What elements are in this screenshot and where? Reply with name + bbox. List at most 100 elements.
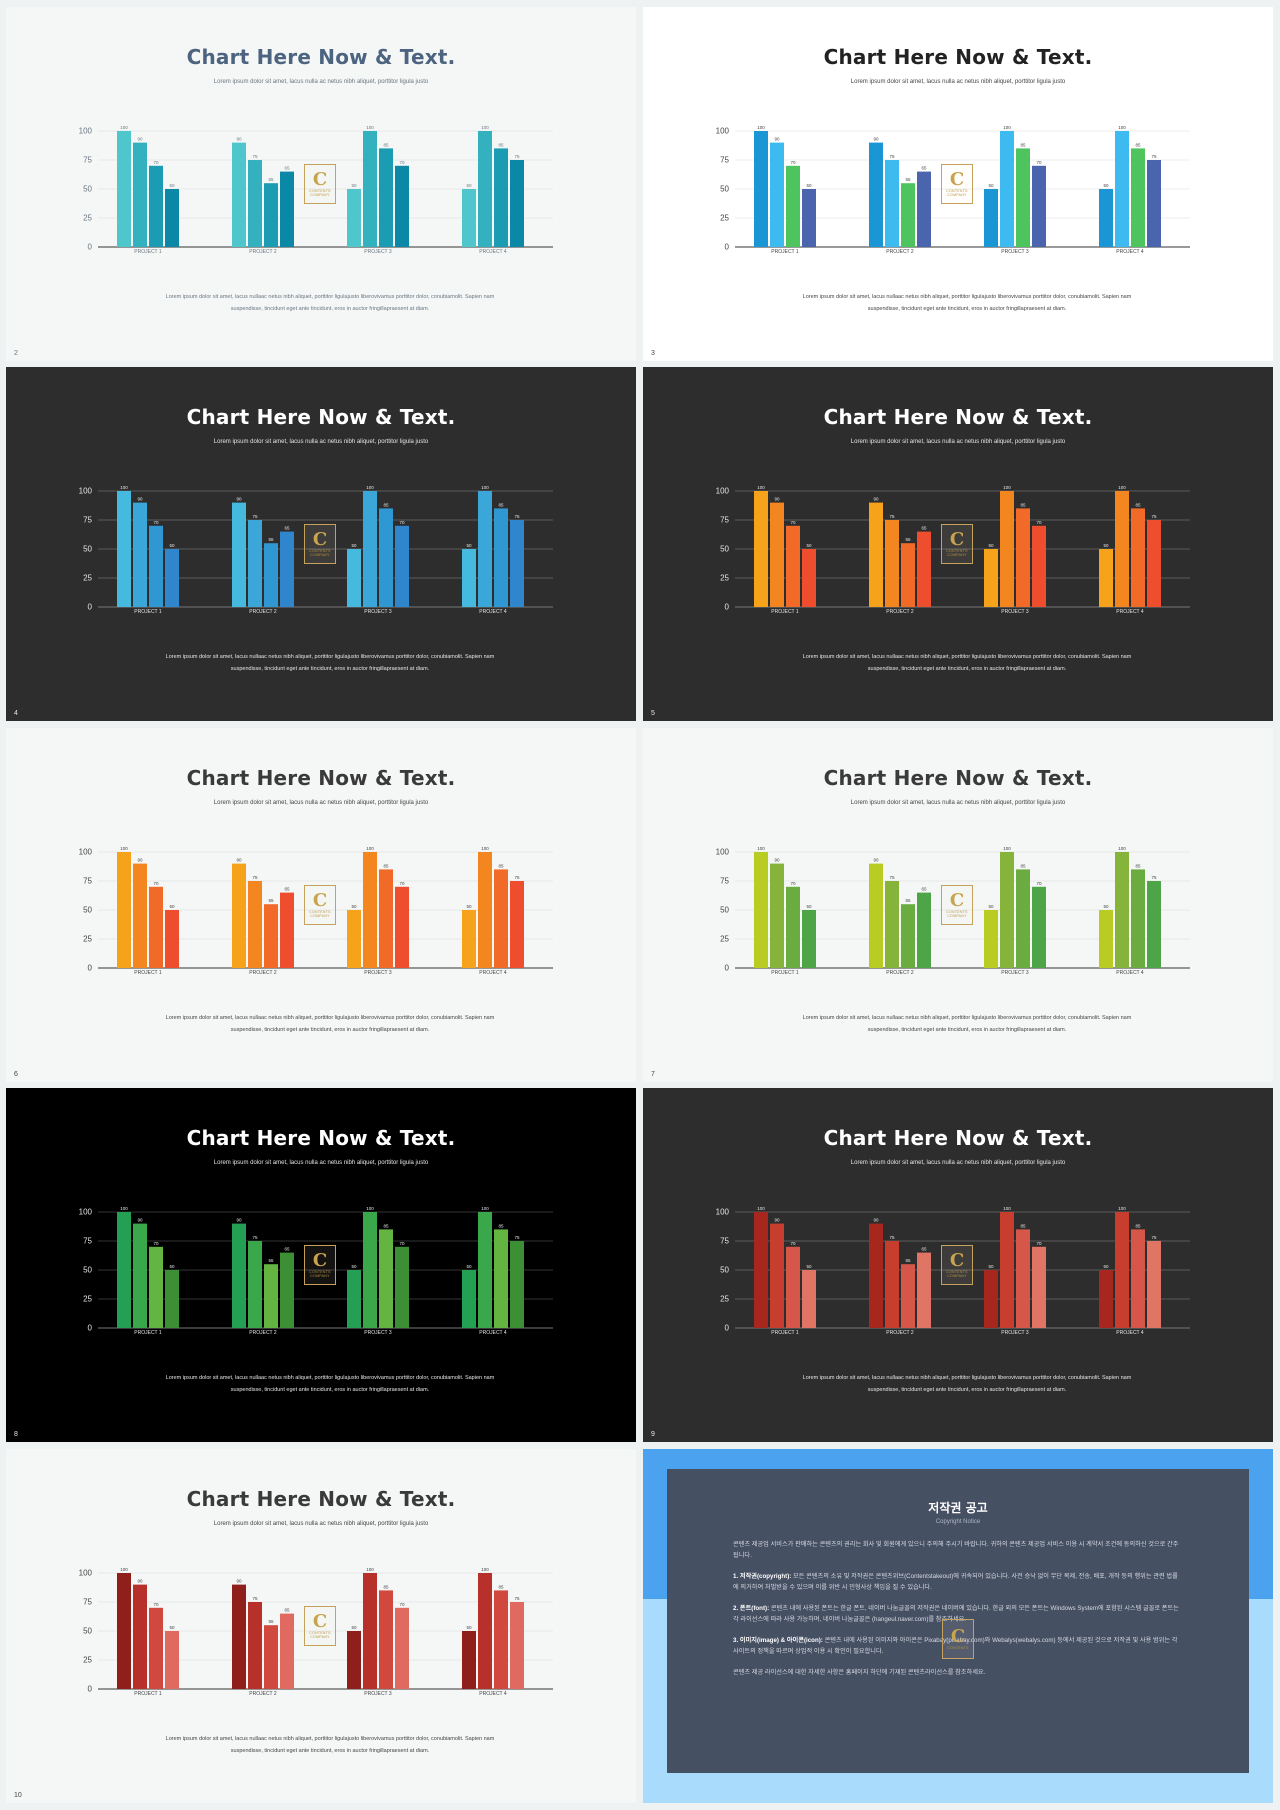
chart-slide[interactable]: Chart Here Now & Text. Lorem ipsum dolor … bbox=[6, 1088, 636, 1442]
chart-slide[interactable]: Chart Here Now & Text. Lorem ipsum dolor … bbox=[6, 367, 636, 721]
logo-text: CONTENTS bbox=[946, 549, 968, 553]
slide-title: Chart Here Now & Text. bbox=[186, 405, 456, 429]
data-label: 50 bbox=[351, 904, 357, 909]
y-tick-label: 50 bbox=[83, 185, 92, 194]
bar bbox=[248, 160, 262, 247]
bar bbox=[232, 863, 246, 968]
category-label: PROJECT 1 bbox=[134, 970, 162, 976]
y-tick-label: 0 bbox=[88, 964, 93, 973]
bar bbox=[232, 142, 246, 247]
bar bbox=[133, 502, 147, 607]
contents-logo: C CONTENTS COMPANY bbox=[304, 524, 336, 564]
bar bbox=[1099, 189, 1113, 247]
slide-subtitle: Lorem ipsum dolor sit amet, lacus nulla … bbox=[213, 439, 429, 445]
bar bbox=[478, 1212, 492, 1328]
data-label: 85 bbox=[383, 1223, 389, 1228]
bar bbox=[984, 549, 998, 607]
data-label: 70 bbox=[153, 881, 159, 886]
slide-title: Chart Here Now & Text. bbox=[823, 405, 1093, 429]
bar bbox=[347, 910, 361, 968]
slide-body-text: Lorem ipsum dolor sit amet, lacus nullaa… bbox=[106, 651, 554, 675]
bar bbox=[280, 892, 294, 968]
data-label: 100 bbox=[366, 846, 374, 851]
logo-letter: C bbox=[949, 169, 965, 190]
data-label: 90 bbox=[137, 1579, 143, 1584]
bar bbox=[165, 1631, 179, 1689]
chart-slide[interactable]: Chart Here Now & Text. Lorem ipsum dolor … bbox=[6, 1449, 636, 1803]
notice-title: 저작권 공고 bbox=[928, 1501, 988, 1515]
y-tick-label: 100 bbox=[79, 848, 93, 857]
notice-copyright-label: 1. 저작권(copyright): bbox=[733, 1573, 792, 1580]
data-label: 50 bbox=[169, 1625, 175, 1630]
slide-subtitle: Lorem ipsum dolor sit amet, lacus nulla … bbox=[850, 439, 1066, 445]
bar bbox=[984, 189, 998, 247]
category-label: PROJECT 4 bbox=[1116, 249, 1144, 255]
slide-subtitle: Lorem ipsum dolor sit amet, lacus nulla … bbox=[850, 800, 1066, 806]
data-label: 85 bbox=[1135, 863, 1141, 868]
bar bbox=[754, 131, 768, 247]
bar bbox=[117, 491, 131, 607]
chart-slide[interactable]: Chart Here Now & Text. Lorem ipsum dolor … bbox=[6, 7, 636, 361]
logo-letter: C bbox=[949, 529, 965, 550]
data-label: 100 bbox=[481, 125, 489, 130]
chart-slide[interactable]: Chart Here Now & Text. Lorem ipsum dolor … bbox=[643, 367, 1273, 721]
bar bbox=[478, 852, 492, 968]
body-line: Lorem ipsum dolor sit amet, lacus nullaa… bbox=[802, 1375, 1132, 1381]
logo-text: CONTENTS bbox=[946, 1270, 968, 1274]
body-line: suspendisse, tincidunt eget ante tincidu… bbox=[230, 1748, 430, 1754]
notice-copyright-para: 1. 저작권(copyright): 모든 콘텐츠의 소유 및 저작권은 콘텐츠… bbox=[733, 1571, 1183, 1593]
data-label: 90 bbox=[774, 858, 780, 863]
data-label: 100 bbox=[481, 846, 489, 851]
logo-text: CONTENTS bbox=[946, 189, 968, 193]
y-tick-label: 100 bbox=[79, 1569, 93, 1578]
data-label: 50 bbox=[169, 183, 175, 188]
data-label: 100 bbox=[1003, 1206, 1011, 1211]
bar bbox=[248, 881, 262, 968]
logo-text: CONTENTS bbox=[946, 910, 968, 914]
notice-subtitle: Copyright Notice bbox=[935, 1519, 981, 1525]
bar bbox=[901, 183, 915, 247]
notice-image-para: 3. 이미지(image) & 아이콘(icon): 콘텐츠 내에 사용된 이미… bbox=[733, 1635, 1183, 1657]
data-label: 85 bbox=[498, 1223, 504, 1228]
data-label: 75 bbox=[1151, 154, 1157, 159]
slide-subtitle: Lorem ipsum dolor sit amet, lacus nulla … bbox=[213, 1521, 429, 1527]
bar bbox=[133, 863, 147, 968]
bar bbox=[280, 531, 294, 607]
y-tick-label: 25 bbox=[83, 935, 92, 944]
chart-slide[interactable]: Chart Here Now & Text. Lorem ipsum dolor … bbox=[6, 728, 636, 1082]
bar bbox=[510, 1602, 524, 1689]
contents-logo: C CONTENTS COMPANY bbox=[304, 1245, 336, 1285]
bar bbox=[1016, 148, 1030, 247]
bar bbox=[984, 1270, 998, 1328]
copyright-notice-slide[interactable]: 저작권 공고 Copyright Notice 콘텐츠 제공업 서비스가 판매하… bbox=[643, 1449, 1273, 1803]
y-tick-label: 100 bbox=[716, 1208, 730, 1217]
bar bbox=[478, 131, 492, 247]
slide-number: 8 bbox=[14, 1431, 18, 1438]
data-label: 75 bbox=[514, 514, 520, 519]
y-tick-label: 50 bbox=[720, 545, 729, 554]
chart-slide[interactable]: Chart Here Now & Text. Lorem ipsum dolor … bbox=[643, 1088, 1273, 1442]
data-label: 70 bbox=[790, 160, 796, 165]
body-line: suspendisse, tincidunt eget ante tincidu… bbox=[230, 666, 430, 672]
data-label: 85 bbox=[383, 863, 389, 868]
y-tick-label: 25 bbox=[720, 1295, 729, 1304]
category-label: PROJECT 3 bbox=[364, 970, 392, 976]
data-label: 50 bbox=[1103, 1264, 1109, 1269]
category-label: PROJECT 1 bbox=[134, 609, 162, 615]
data-label: 90 bbox=[873, 497, 879, 502]
bar-chart: 0 25 50 75 100 100 90 70 50 PROJECT 1 90 75 55 65 PROJ… bbox=[79, 485, 553, 615]
category-label: PROJECT 4 bbox=[1116, 1330, 1144, 1336]
data-label: 50 bbox=[988, 904, 994, 909]
bar bbox=[770, 502, 784, 607]
data-label: 50 bbox=[169, 543, 175, 548]
bar bbox=[770, 863, 784, 968]
chart-slide[interactable]: Chart Here Now & Text. Lorem ipsum dolor … bbox=[643, 728, 1273, 1082]
logo-text-small: COMPANY bbox=[310, 1274, 330, 1278]
bar bbox=[395, 165, 409, 247]
y-tick-label: 25 bbox=[83, 1656, 92, 1665]
data-label: 90 bbox=[236, 1579, 242, 1584]
y-tick-label: 75 bbox=[83, 156, 92, 165]
bar bbox=[165, 910, 179, 968]
bar bbox=[347, 1631, 361, 1689]
chart-slide[interactable]: Chart Here Now & Text. Lorem ipsum dolor … bbox=[643, 7, 1273, 361]
